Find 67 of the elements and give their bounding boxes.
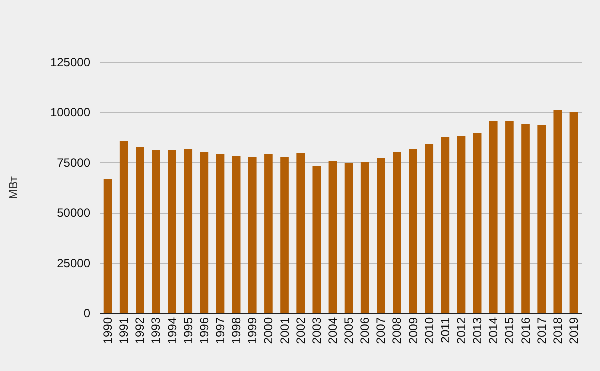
x-tick-label: 2016: [518, 317, 533, 344]
bar: [104, 179, 112, 313]
x-tick-label: 2007: [374, 317, 388, 344]
x-tick-label: 1996: [197, 317, 212, 344]
y-tick-label: 125000: [50, 56, 91, 70]
bar: [506, 121, 514, 313]
x-tick-label: 2008: [390, 317, 404, 344]
x-tick-label: 2017: [534, 317, 549, 344]
bar: [489, 121, 498, 313]
bar: [360, 162, 370, 313]
x-tick-label: 1992: [133, 317, 148, 344]
bar: [248, 157, 257, 313]
y-tick-label: 100000: [50, 106, 91, 120]
x-tick-label: 2011: [438, 317, 452, 344]
bar: [554, 110, 562, 313]
x-tick-label: 2001: [278, 317, 292, 344]
bar: [136, 147, 144, 313]
y-axis-title: МВт: [6, 176, 20, 200]
y-tick-label: 0: [84, 306, 91, 320]
bar: [296, 153, 305, 313]
x-tick-label: 2010: [422, 317, 436, 344]
bar: [216, 154, 225, 313]
x-tick-label: 1999: [246, 317, 260, 344]
x-tick-label: 1993: [149, 317, 164, 344]
bar: [473, 133, 482, 313]
y-tick-label: 50000: [57, 206, 91, 220]
x-tick-label: 2005: [342, 317, 356, 344]
bar: [200, 152, 209, 313]
x-tick-label: 2009: [406, 317, 420, 344]
bar: [184, 149, 193, 313]
x-tick-label: 1991: [117, 317, 132, 344]
bar: [152, 150, 160, 313]
bar: [538, 125, 546, 313]
bar: [264, 154, 273, 313]
x-tick-label: 2003: [310, 317, 324, 344]
bar: [570, 112, 578, 313]
x-tick-label: 2013: [470, 317, 485, 344]
x-tick-label: 2019: [566, 317, 581, 344]
bar: [457, 136, 466, 313]
x-tick-label: 2004: [326, 317, 340, 344]
x-tick-label: 1994: [165, 317, 180, 344]
x-tick-label: 2002: [294, 317, 308, 344]
bar: [377, 158, 386, 313]
x-tick-label: 1995: [181, 317, 196, 344]
bar: [522, 124, 530, 313]
x-tick-label: 1998: [230, 317, 244, 344]
x-tick-label: 1990: [101, 317, 116, 344]
bar: [441, 137, 450, 313]
y-tick-label: 75000: [57, 156, 91, 170]
x-tick-label: 2012: [454, 317, 468, 344]
x-tick-label: 2006: [358, 317, 372, 344]
bar: [393, 152, 402, 313]
bar: [120, 141, 128, 313]
x-tick-label: 2018: [550, 317, 565, 344]
y-tick-label: 25000: [57, 256, 91, 270]
bar: [409, 149, 418, 313]
x-tick-label: 2000: [262, 317, 276, 344]
bar: [312, 166, 322, 313]
bar: [328, 161, 338, 313]
bar: [232, 156, 241, 313]
bar: [425, 144, 434, 313]
x-tick-label: 2015: [502, 317, 517, 344]
bar: [344, 163, 354, 313]
bar: [168, 150, 176, 313]
x-tick-label: 2014: [486, 317, 501, 344]
bar: [280, 157, 289, 313]
x-tick-label: 1997: [214, 317, 228, 344]
